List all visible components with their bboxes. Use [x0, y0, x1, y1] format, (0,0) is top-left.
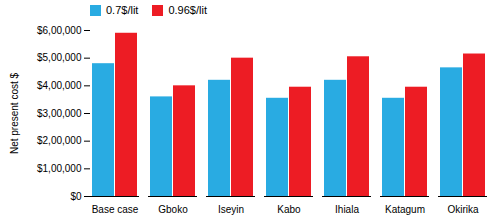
html-text:0.7$/lit: 0.7$/lit [106, 4, 139, 16]
svg-text:$6,00,000: $6,00,000 [37, 25, 82, 36]
svg-text:Ihiala: Ihiala [335, 204, 359, 215]
svg-text:Gboko: Gboko [158, 204, 188, 215]
svg-text:Okirika: Okirika [447, 204, 479, 215]
svg-text:Base case: Base case [92, 204, 139, 215]
html-text:0.96$/lit: 0.96$/lit [168, 4, 207, 16]
svg-text:$3,00,000: $3,00,000 [37, 108, 82, 119]
svg-text:$0: $0 [70, 191, 82, 202]
svg-text:$4,00,000: $4,00,000 [37, 80, 82, 91]
svg-text:Iseyin: Iseyin [218, 204, 244, 215]
svg-text:$2,00,000: $2,00,000 [37, 135, 82, 146]
svg-text:$1,00,000: $1,00,000 [37, 163, 82, 174]
svg-text:Katagum: Katagum [385, 204, 425, 215]
svg-text:Kabo: Kabo [277, 204, 301, 215]
svg-text:Net present cost $: Net present cost $ [9, 72, 20, 154]
svg-text:$5,00,000: $5,00,000 [37, 52, 82, 63]
